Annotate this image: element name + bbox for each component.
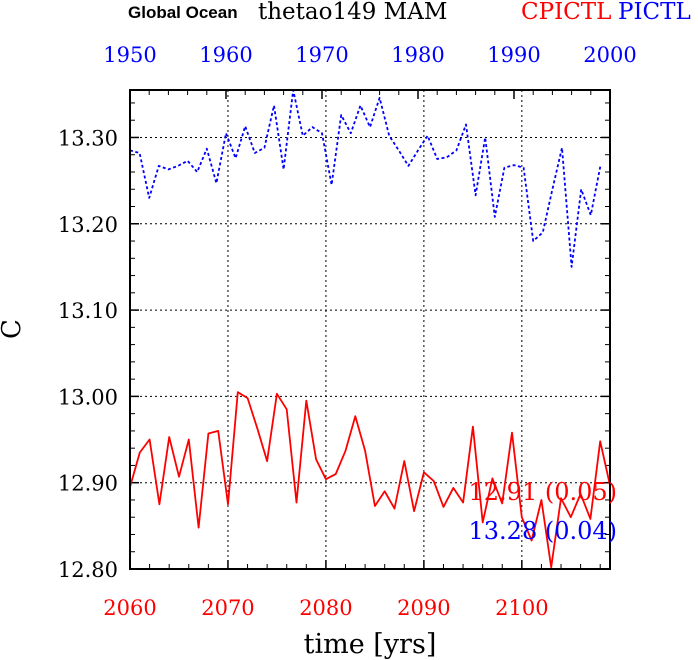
series-line-cpictl: [129, 391, 611, 569]
series-line-pictl: [129, 89, 602, 268]
x-bottom-tick-label-2: 2080: [299, 596, 352, 620]
x-top-tick-label-2: 1970: [295, 43, 348, 67]
x-top-tick-label-4: 1990: [487, 43, 540, 67]
y-tick-label-2: 13.00: [58, 385, 118, 409]
series-lines: [129, 89, 611, 569]
chart-title-prefix: Global Ocean: [128, 3, 238, 22]
series-label-pictl: PICTL: [618, 0, 691, 25]
plot-frame: [129, 89, 611, 570]
annotation-pictl-mean: 13.28 (0.04): [469, 517, 618, 545]
x-top-tick-label-5: 2000: [583, 43, 636, 67]
chart-title: thetao149 MAM: [258, 0, 447, 25]
annotation-cpictl-mean: 12.91 (0.05): [469, 478, 618, 506]
y-tick-label-0: 12.80: [58, 558, 118, 582]
x-top-tick-label-3: 1980: [391, 43, 444, 67]
grid: [130, 90, 610, 569]
x-bottom-tick-label-3: 2090: [397, 596, 450, 620]
tick-labels: 12.80 12.90 13.00 13.10 13.20 13.30 2060 2070 20…: [58, 43, 637, 620]
x-axis-label: time [yrs]: [304, 629, 437, 660]
x-bottom-tick-label-4: 2100: [495, 596, 548, 620]
y-tick-label-5: 13.30: [58, 126, 118, 150]
x-top-tick-label-1: 1960: [199, 43, 252, 67]
x-bottom-tick-label-0: 2060: [103, 596, 156, 620]
y-tick-label-1: 12.90: [58, 472, 118, 496]
y-axis-label: C: [0, 319, 27, 339]
series-label-cpictl: CPICTL: [521, 0, 611, 25]
x-top-tick-label-0: 1950: [103, 43, 156, 67]
x-bottom-tick-label-1: 2070: [201, 596, 254, 620]
y-tick-label-4: 13.20: [58, 213, 118, 237]
y-tick-label-3: 13.10: [58, 299, 118, 323]
